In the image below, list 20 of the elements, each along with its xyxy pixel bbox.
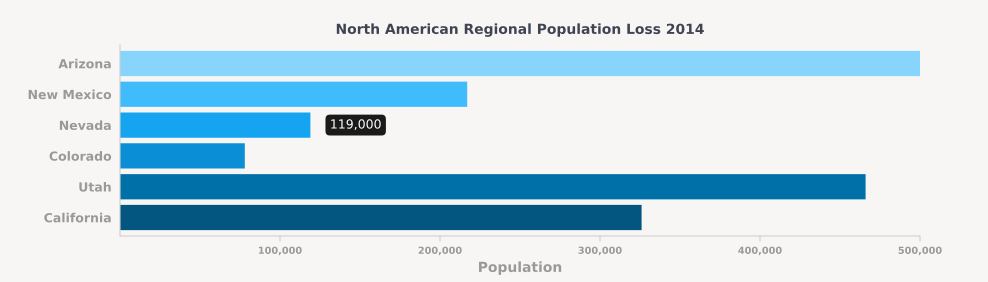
x-tick-label: 400,000	[738, 246, 782, 256]
y-tick-label: Colorado	[50, 151, 112, 161]
x-axis-title: Population	[479, 261, 562, 275]
x-tick-label: 200,000	[418, 246, 462, 256]
bar	[120, 82, 468, 107]
annotation: 119,000	[331, 119, 381, 130]
x-tick-label: 500,000	[898, 246, 942, 256]
y-tick-label: California	[44, 212, 111, 222]
bar	[120, 204, 642, 230]
bar	[120, 174, 866, 200]
chart-title: North American Regional Population Loss 2014	[336, 23, 704, 37]
y-tick-label: Utah	[79, 182, 111, 192]
y-tick-label: Arizona	[58, 58, 111, 68]
x-tick-label: 300,000	[578, 246, 622, 256]
bar	[120, 143, 245, 169]
bar	[120, 50, 920, 76]
y-tick-label: Nevada	[60, 120, 111, 130]
bar	[120, 112, 310, 138]
x-tick-label: 100,000	[258, 246, 302, 256]
y-tick-label: New Mexico	[28, 90, 112, 100]
